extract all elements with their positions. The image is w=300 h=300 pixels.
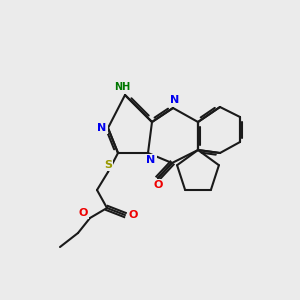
Text: O: O: [78, 208, 88, 218]
Text: N: N: [146, 155, 156, 165]
Text: N: N: [98, 123, 106, 133]
Text: O: O: [153, 180, 163, 190]
Text: N: N: [170, 95, 180, 105]
Text: NH: NH: [114, 82, 130, 92]
Text: O: O: [128, 210, 138, 220]
Text: S: S: [104, 160, 112, 170]
